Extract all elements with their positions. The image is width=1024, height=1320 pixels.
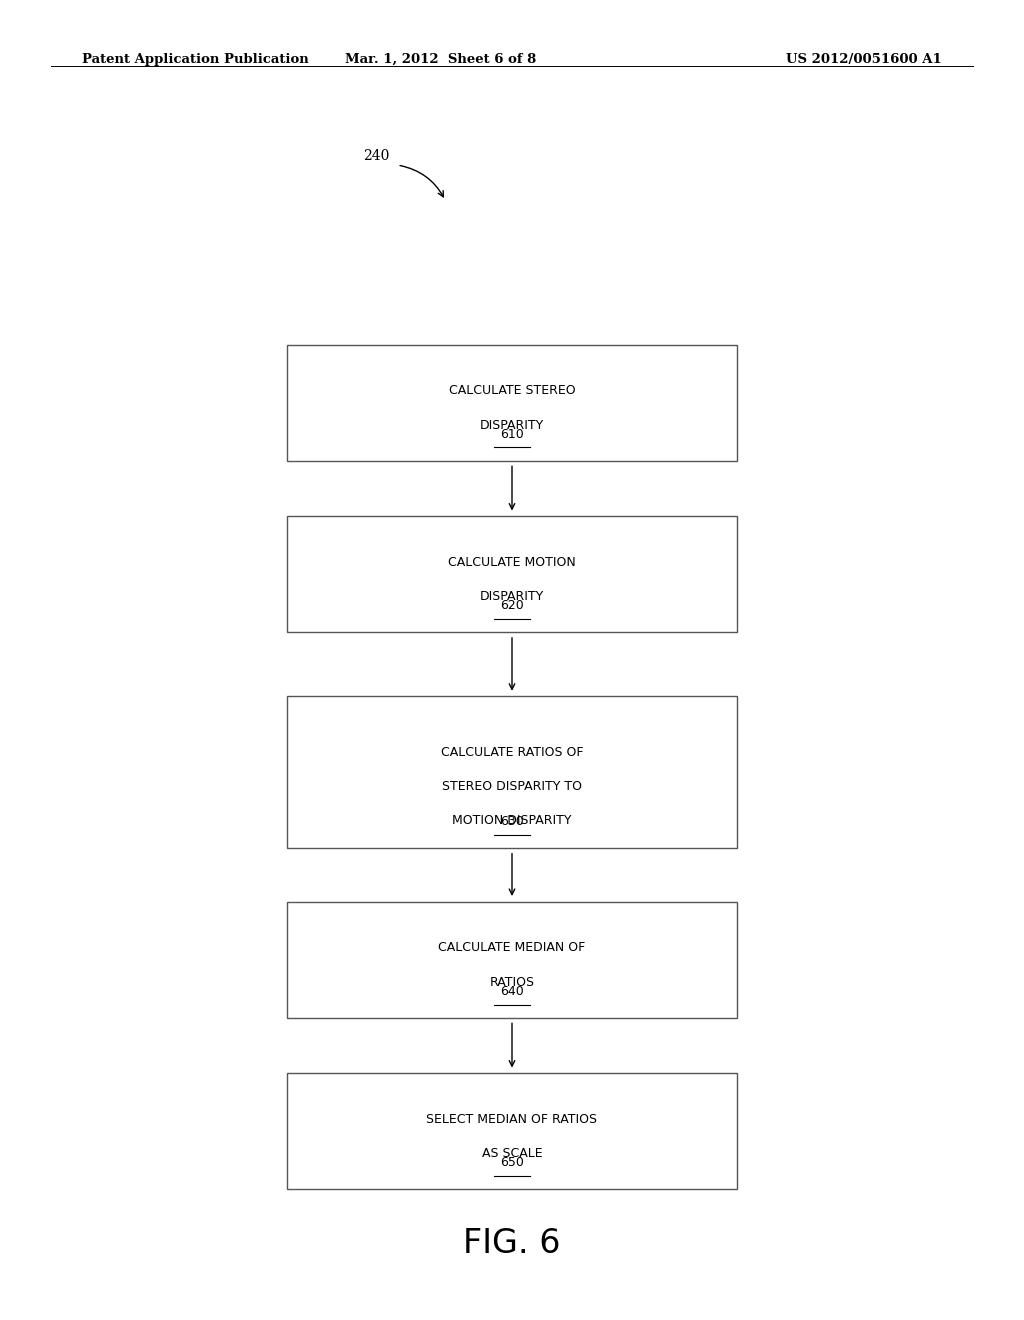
Text: FIG. 6: FIG. 6 <box>463 1228 561 1259</box>
Bar <box>287 1073 737 1189</box>
Bar <box>287 902 737 1018</box>
Text: MOTION DISPARITY: MOTION DISPARITY <box>453 814 571 828</box>
Text: CALCULATE MOTION: CALCULATE MOTION <box>449 556 575 569</box>
Bar <box>287 345 737 461</box>
Text: AS SCALE: AS SCALE <box>481 1147 543 1160</box>
Text: 630: 630 <box>500 816 524 828</box>
Text: Patent Application Publication: Patent Application Publication <box>82 53 308 66</box>
Text: DISPARITY: DISPARITY <box>480 590 544 603</box>
Text: STEREO DISPARITY TO: STEREO DISPARITY TO <box>442 780 582 793</box>
Text: 610: 610 <box>500 428 524 441</box>
Text: CALCULATE MEDIAN OF: CALCULATE MEDIAN OF <box>438 941 586 954</box>
Text: Mar. 1, 2012  Sheet 6 of 8: Mar. 1, 2012 Sheet 6 of 8 <box>345 53 536 66</box>
Text: US 2012/0051600 A1: US 2012/0051600 A1 <box>786 53 942 66</box>
Text: SELECT MEDIAN OF RATIOS: SELECT MEDIAN OF RATIOS <box>427 1113 597 1126</box>
Text: 640: 640 <box>500 985 524 998</box>
Text: DISPARITY: DISPARITY <box>480 418 544 432</box>
Bar <box>287 697 737 849</box>
Text: CALCULATE STEREO: CALCULATE STEREO <box>449 384 575 397</box>
Text: CALCULATE RATIOS OF: CALCULATE RATIOS OF <box>440 746 584 759</box>
Text: RATIOS: RATIOS <box>489 975 535 989</box>
Text: 620: 620 <box>500 599 524 612</box>
Text: 650: 650 <box>500 1156 524 1170</box>
Bar <box>287 516 737 632</box>
Text: 240: 240 <box>364 149 390 162</box>
